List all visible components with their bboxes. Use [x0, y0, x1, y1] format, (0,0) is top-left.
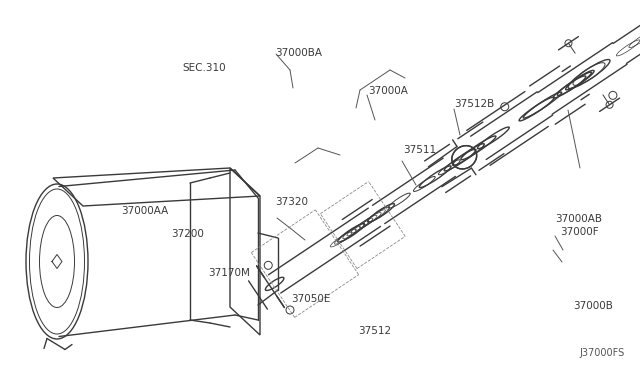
Text: 37000AA: 37000AA — [122, 206, 169, 217]
Text: 37050E: 37050E — [291, 294, 331, 304]
Text: 37000F: 37000F — [560, 227, 598, 237]
Text: 37000B: 37000B — [573, 301, 612, 311]
Text: 37170M: 37170M — [208, 268, 250, 278]
Text: J37000FS: J37000FS — [580, 348, 625, 358]
Text: 37200: 37200 — [172, 229, 204, 239]
Text: 37511: 37511 — [403, 145, 436, 155]
Text: 37320: 37320 — [275, 197, 308, 207]
Text: 37000A: 37000A — [368, 86, 408, 96]
Text: 37512: 37512 — [358, 326, 392, 336]
Text: SEC.310: SEC.310 — [182, 63, 226, 73]
Text: 37000AB: 37000AB — [556, 214, 602, 224]
Text: 37512B: 37512B — [454, 99, 495, 109]
Text: 37000BA: 37000BA — [275, 48, 322, 58]
